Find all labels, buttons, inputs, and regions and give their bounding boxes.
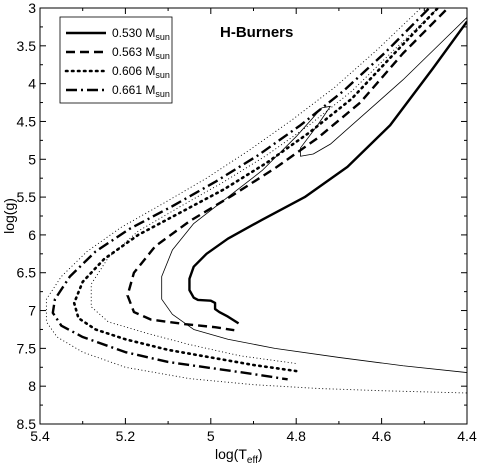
- series-line-5: [90, 8, 438, 364]
- legend-label-2: 0.606 Msun: [112, 64, 170, 80]
- series-layer: [45, 8, 467, 394]
- y-tick-label: 4: [28, 76, 36, 92]
- x-tick-label: 4.6: [372, 428, 392, 444]
- series-line-3: [51, 8, 430, 381]
- y-tick-label: 6.5: [17, 265, 37, 281]
- x-axis-label-main: log(T: [215, 446, 247, 462]
- legend-label-0: 0.530 Msun: [112, 26, 170, 42]
- y-tick-label: 8.5: [17, 416, 37, 432]
- y-tick-label: 5: [28, 151, 36, 167]
- legend-label-1: 0.563 Msun: [112, 45, 170, 61]
- x-tick-label: 5.2: [116, 428, 136, 444]
- series-line-0: [188, 20, 467, 325]
- y-tick-label: 7: [28, 303, 36, 319]
- x-tick-label: 4.4: [457, 428, 477, 444]
- x-tick-label: 4.8: [286, 428, 306, 444]
- legend-label-3: 0.661 Msun: [112, 83, 170, 99]
- x-tick-label: 5.4: [30, 428, 50, 444]
- x-tick-label: 5: [207, 428, 215, 444]
- y-tick-label: 8: [28, 378, 36, 394]
- y-tick-label: 6: [28, 227, 36, 243]
- series-line-1: [126, 9, 447, 332]
- x-axis-label-sub: eff: [247, 455, 258, 466]
- x-axis-label-close: ): [258, 446, 263, 462]
- legend: 0.530 Msun 0.563 Msun 0.606 Msun 0.661 Msun: [59, 16, 173, 104]
- y-tick-label: 4.5: [17, 113, 37, 129]
- chart-title: H-Burners: [220, 24, 293, 41]
- x-axis-label: log(Teff): [215, 446, 263, 466]
- legend-box: [59, 16, 173, 104]
- y-axis-label: log(g): [1, 198, 17, 234]
- y-tick-label: 3.5: [17, 38, 37, 54]
- y-tick-label: 5.5: [17, 189, 37, 205]
- y-tick-label: 3: [28, 0, 36, 16]
- series-line-4: [161, 16, 467, 373]
- y-tick-label: 7.5: [17, 340, 37, 356]
- ticks-layer: 5.4 5.2 5 4.8 4.6 4.4 3 3.5 4 4.5 5 5.5 6 6.5 7 7.5 8 8.5: [17, 0, 477, 444]
- series-line-6: [45, 8, 467, 394]
